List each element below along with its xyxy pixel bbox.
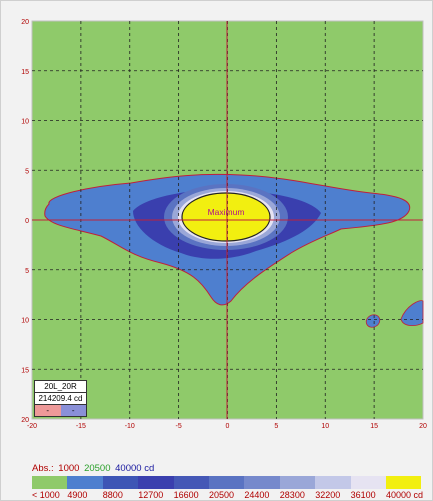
y-tick-label: 15	[21, 367, 29, 374]
x-tick-label: 20	[419, 423, 427, 430]
color-scale-bar	[32, 476, 422, 489]
abs-level-2: 20500	[84, 463, 111, 474]
x-tick-label: 10	[321, 423, 329, 430]
x-tick-label: -5	[176, 423, 182, 430]
color-scale-label: 24400	[244, 490, 270, 500]
y-tick-label: 10	[21, 318, 29, 325]
color-scale-swatch	[208, 476, 245, 489]
y-tick-labels: 20 15 10 5 0 5 10 15 20	[21, 19, 29, 424]
y-tick-label: 5	[25, 168, 29, 175]
x-tick-label: 0	[226, 423, 230, 430]
beam-label: 20L_20R	[44, 382, 77, 391]
color-scale-swatch	[385, 476, 422, 489]
abs-levels: Abs.: 1000 20500 40000 cd	[32, 463, 156, 474]
x-tick-label: -20	[27, 423, 37, 430]
color-scale-swatch	[67, 476, 103, 489]
x-tick-labels: -20 -15 -10 -5 0 5 10 15 20	[27, 423, 427, 430]
color-scale-swatch	[244, 476, 280, 489]
info-box: 20L_20R 214209.4 cd - -	[34, 380, 87, 417]
contour-spot-1	[365, 314, 381, 328]
x-tick-label: -10	[125, 423, 135, 430]
y-tick-label: 10	[21, 119, 29, 126]
x-tick-label: 5	[274, 423, 278, 430]
color-scale-swatch	[350, 476, 386, 489]
y-tick-label: 5	[25, 268, 29, 275]
intensity-plot: -20 -15 -10 -5 0 5 10 15 20 20 15 10 5 0 5 10 15 20 Maxi…	[21, 19, 427, 430]
maximum-label: Maximum	[208, 207, 245, 217]
y-tick-label: 15	[21, 69, 29, 76]
color-scale-swatch	[102, 476, 139, 489]
color-scale-label: 28300	[279, 490, 305, 500]
color-scale-label: 36100	[350, 490, 376, 500]
color-scale-label: < 1000	[32, 490, 60, 500]
color-scale-label: 40000 cd	[386, 490, 424, 500]
abs-label: Abs.:	[32, 463, 54, 474]
color-scale-swatch	[173, 476, 209, 489]
y-tick-label: 20	[21, 417, 29, 424]
y-tick-label: 0	[25, 218, 29, 225]
color-scale-label: 12700	[138, 490, 164, 500]
x-tick-label: -15	[76, 423, 86, 430]
color-scale-label: 16600	[173, 490, 199, 500]
y-tick-label: 20	[21, 19, 29, 26]
marker-left: -	[35, 405, 61, 416]
color-scale-label: 32200	[315, 490, 341, 500]
color-scale-label: 8800	[102, 490, 123, 500]
color-scale-swatch	[315, 476, 351, 489]
peak-value: 214209.4 cd	[35, 392, 86, 404]
x-tick-label: 15	[370, 423, 378, 430]
color-scale-label: 4900	[67, 490, 88, 500]
contour-maximum	[181, 192, 271, 242]
color-scale-swatch	[32, 476, 68, 489]
abs-level-1: 1000	[58, 463, 80, 474]
marker-right: -	[60, 405, 86, 416]
abs-level-3: 40000 cd	[115, 463, 155, 474]
color-scale-label: 20500	[209, 490, 235, 500]
color-scale-swatch	[279, 476, 316, 489]
color-scale-swatch	[138, 476, 174, 489]
color-scale-labels: < 1000 4900 8800 12700 16600 20500 24400 28300 3…	[30, 490, 430, 501]
